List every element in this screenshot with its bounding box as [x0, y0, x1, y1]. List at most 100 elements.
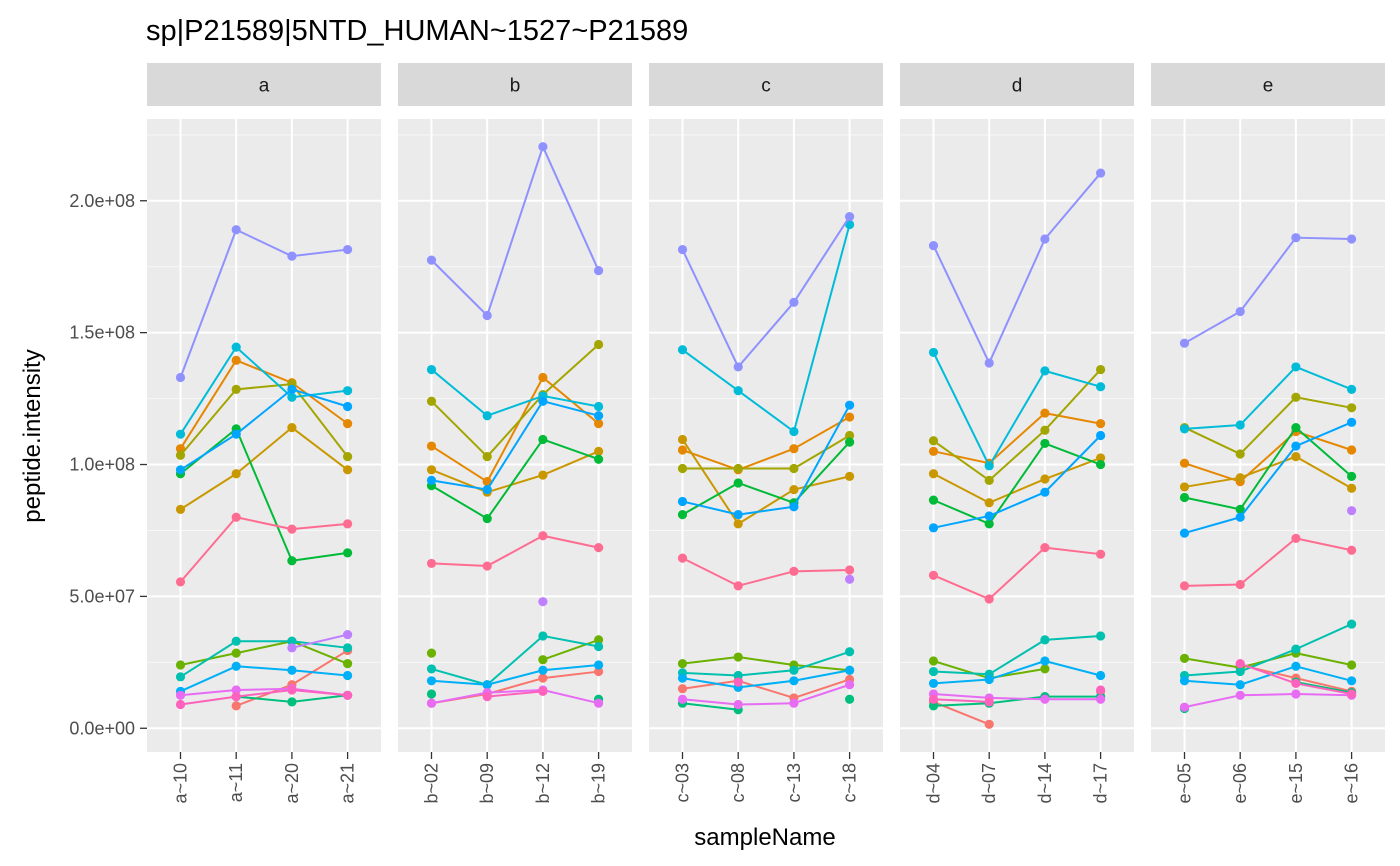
data-point — [287, 636, 297, 646]
data-point — [928, 436, 939, 446]
series-line-segment — [933, 692, 990, 699]
data-point — [1347, 445, 1357, 455]
series-line-segment — [430, 445, 488, 483]
series-line-segment — [1184, 694, 1241, 709]
series-8-facet-a — [175, 342, 353, 439]
data-point — [733, 652, 743, 662]
data-point — [1040, 694, 1050, 704]
series-15-facet-b — [426, 531, 604, 571]
data-point — [482, 411, 492, 421]
series-line-segment — [486, 669, 544, 686]
data-point — [287, 524, 297, 534]
series-line-segment — [933, 450, 990, 465]
series-line-segment — [1239, 366, 1297, 426]
data-point — [677, 673, 688, 683]
data-point — [594, 660, 604, 670]
data-point — [984, 475, 994, 485]
data-point — [1040, 635, 1050, 645]
series-line-segment — [179, 472, 237, 511]
data-point — [231, 384, 241, 394]
y-tick-label: 1.5e+08 — [69, 323, 135, 343]
data-point — [928, 678, 939, 689]
data-point — [789, 665, 799, 675]
series-11-facet-c — [677, 211, 855, 372]
data-point — [231, 512, 241, 522]
data-point — [175, 465, 186, 475]
data-point — [594, 266, 604, 276]
series-line-segment — [542, 638, 599, 661]
x-tick-label: e~06 — [1230, 763, 1250, 804]
data-point — [928, 495, 939, 505]
data-point — [984, 594, 994, 604]
data-point — [594, 698, 604, 708]
facet-panel-b: b b~02 b~09 b~12 b~19 — [398, 63, 632, 804]
series-2-facet-a — [175, 422, 353, 514]
data-point — [1347, 403, 1357, 413]
data-point — [733, 519, 743, 529]
data-point — [733, 677, 743, 687]
data-point — [677, 244, 688, 255]
series-line-segment — [1239, 445, 1297, 518]
data-point — [1291, 644, 1301, 654]
series-line-segment — [933, 660, 990, 680]
data-point — [984, 719, 994, 729]
series-line-segment — [291, 248, 348, 258]
data-point — [1235, 420, 1245, 430]
series-line-segment — [291, 689, 348, 697]
data-point — [984, 511, 994, 521]
series-line-segment — [681, 438, 740, 525]
series-line-segment — [988, 442, 1046, 525]
data-point — [1096, 670, 1106, 681]
series-line-segment — [236, 689, 293, 698]
data-point — [677, 553, 688, 563]
data-point — [845, 430, 855, 441]
data-point — [928, 701, 939, 711]
series-line-segment — [793, 669, 850, 682]
x-tick-label: d~07 — [979, 763, 999, 804]
data-point — [1096, 685, 1106, 695]
series-5-facet-a — [175, 424, 353, 566]
data-point — [1235, 690, 1245, 700]
data-point — [1235, 680, 1245, 690]
series-line-segment — [291, 551, 348, 562]
y-tick-label: 0.0e+00 — [69, 718, 135, 738]
series-line-segment — [933, 472, 990, 504]
series-line-segment — [682, 500, 739, 516]
data-point — [231, 648, 241, 658]
data-point — [845, 680, 855, 690]
series-line-segment — [430, 484, 488, 520]
data-point — [1291, 233, 1301, 243]
series-line-segment — [1295, 537, 1352, 552]
series-line-segment — [932, 439, 990, 482]
series-line-segment — [1295, 692, 1352, 697]
data-point — [343, 630, 353, 640]
series-line-segment — [179, 388, 237, 456]
data-point — [175, 444, 186, 454]
data-point — [175, 429, 186, 439]
data-point — [677, 659, 688, 669]
data-point — [845, 412, 855, 422]
data-point — [426, 364, 437, 375]
series-line-segment — [933, 670, 990, 676]
series-line-segment — [737, 389, 795, 433]
series-12-facet-c — [845, 574, 855, 584]
data-point — [845, 471, 855, 481]
series-line-segment — [793, 475, 850, 491]
series-line-segment — [988, 660, 1046, 681]
y-tick-label: 1.0e+08 — [69, 455, 135, 475]
data-point — [1235, 666, 1245, 677]
series-line-segment — [486, 534, 544, 567]
data-point — [677, 496, 688, 507]
data-point — [1235, 579, 1245, 590]
data-point — [733, 478, 743, 488]
series-line-segment — [542, 394, 599, 408]
series-12-facet-b — [538, 597, 548, 607]
data-point — [677, 694, 688, 704]
data-point — [677, 510, 688, 520]
series-4-facet-b — [426, 635, 604, 665]
series-line-segment — [682, 702, 739, 711]
series-9-facet-e — [1179, 661, 1357, 690]
data-point — [231, 429, 241, 439]
data-point — [733, 581, 743, 591]
